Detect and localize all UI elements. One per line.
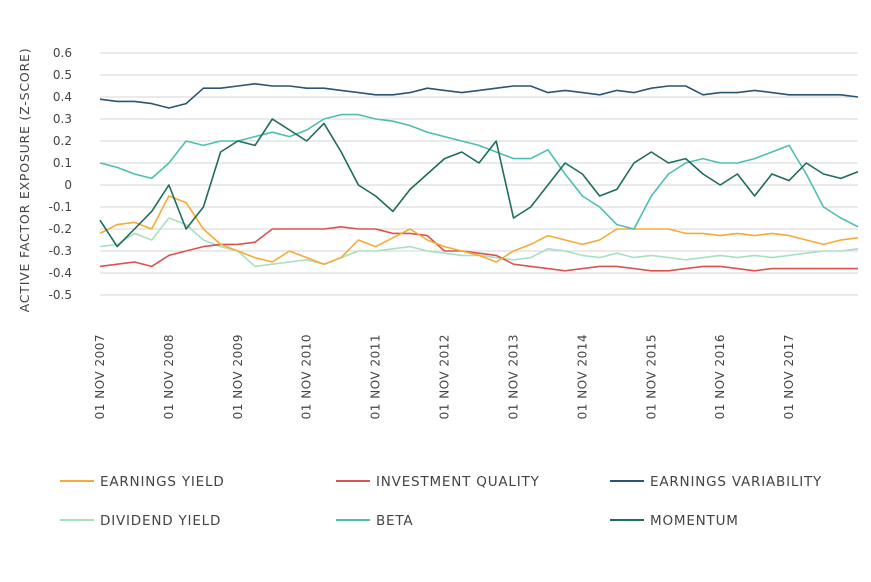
y-tick-label: -0.1 <box>49 200 72 214</box>
x-tick-label: 01 NOV 2012 <box>438 334 452 419</box>
y-tick-label: 0.3 <box>53 112 72 126</box>
y-tick-label: 0.5 <box>53 68 72 82</box>
legend-label: INVESTMENT QUALITY <box>376 474 540 490</box>
y-tick-label: 0.1 <box>53 156 72 170</box>
legend-label: EARNINGS VARIABILITY <box>650 474 822 490</box>
series-lines <box>99 83 859 272</box>
legend-label: EARNINGS YIELD <box>100 474 225 490</box>
y-tick-label: -0.3 <box>49 244 72 258</box>
series-line-momentum <box>99 118 859 248</box>
legend-item: DIVIDEND YIELD <box>60 513 221 529</box>
y-tick-label: -0.4 <box>49 266 72 280</box>
x-tick-label: 01 NOV 2009 <box>231 334 245 419</box>
x-tick-label: 01 NOV 2014 <box>575 334 589 419</box>
legend-label: MOMENTUM <box>650 513 739 529</box>
y-tick-label: 0.6 <box>53 46 72 60</box>
x-tick-label: 01 NOV 2011 <box>369 334 383 419</box>
x-tick-label: 01 NOV 2013 <box>506 334 520 419</box>
legend-item: BETA <box>336 513 413 529</box>
y-tick-label: 0.2 <box>53 134 72 148</box>
legend-label: BETA <box>376 513 413 529</box>
series-line-earnings-yield <box>99 195 859 266</box>
legend-item: EARNINGS VARIABILITY <box>610 474 822 490</box>
series-line-earnings-variability <box>99 83 859 109</box>
x-tick-label: 01 NOV 2015 <box>644 334 658 419</box>
y-axis-title: ACTIVE FACTOR EXPOSURE (Z-SCORE) <box>17 48 32 313</box>
legend: EARNINGS YIELD INVESTMENT QUALITY EARNINGS… <box>60 474 822 529</box>
y-tick-label: -0.5 <box>49 288 72 302</box>
legend-item: MOMENTUM <box>610 513 739 529</box>
y-tick-label: 0 <box>64 178 72 192</box>
legend-item: INVESTMENT QUALITY <box>336 474 540 490</box>
y-tick-label: -0.2 <box>49 222 72 236</box>
y-axis-ticks: 0.6 0.5 0.4 0.3 0.2 0.1 0 -0.1 -0.2 -0.3 -0.4 -0.5 <box>49 46 72 302</box>
series-line-investment-quality <box>99 226 858 272</box>
x-tick-label: 01 NOV 2017 <box>782 334 796 419</box>
x-tick-label: 01 NOV 2010 <box>300 334 314 419</box>
x-tick-label: 01 NOV 2008 <box>162 334 176 419</box>
series-line-beta <box>99 113 859 230</box>
legend-item: EARNINGS YIELD <box>60 474 225 490</box>
x-axis-ticks: 01 NOV 2007 01 NOV 2008 01 NOV 2009 01 NOV … <box>93 334 796 419</box>
x-tick-label: 01 NOV 2016 <box>713 334 727 419</box>
x-tick-label: 01 NOV 2007 <box>93 334 107 419</box>
legend-label: DIVIDEND YIELD <box>100 513 221 529</box>
y-tick-label: 0.4 <box>53 90 72 104</box>
series-line-dividend-yield <box>99 217 859 268</box>
